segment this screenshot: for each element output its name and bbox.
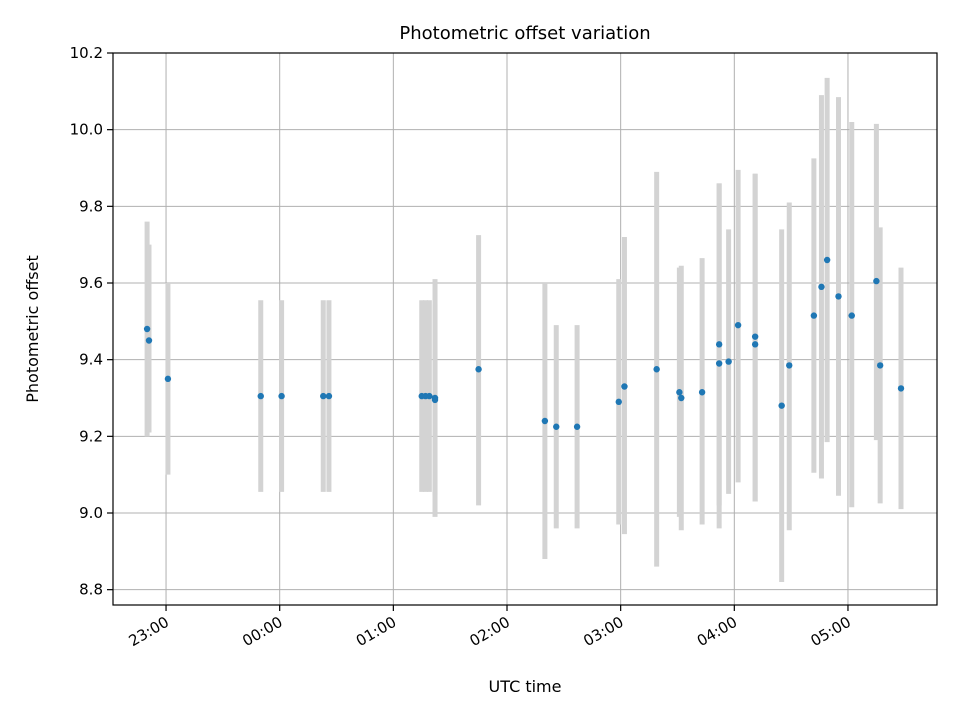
data-point (426, 392, 433, 400)
data-point (810, 312, 818, 319)
data-point (835, 293, 842, 300)
y-tick-label: 9.8 (79, 197, 103, 215)
x-axis-label: UTC time (489, 677, 562, 696)
data-point (615, 398, 622, 406)
data-point (778, 402, 785, 409)
data-point (786, 362, 793, 369)
y-tick-label: 9.0 (79, 504, 103, 522)
data-point (715, 360, 723, 367)
data-point (320, 392, 327, 400)
data-point (143, 325, 151, 333)
y-tick-label: 9.6 (79, 274, 103, 292)
data-point (678, 394, 685, 402)
data-point (621, 383, 628, 390)
data-point (475, 366, 482, 373)
data-point (278, 392, 285, 400)
y-axis-label: Photometric offset (23, 255, 42, 403)
data-points (143, 256, 905, 430)
plot-frame (112, 52, 938, 606)
y-axis-ticks: 8.8 9.0 9.2 9.4 9.6 9.8 10.0 10.2 (70, 44, 113, 599)
data-point (257, 392, 264, 400)
data-point (897, 385, 905, 392)
data-point (676, 389, 683, 396)
data-point (876, 362, 884, 369)
data-point (725, 358, 732, 365)
data-point (818, 283, 825, 291)
y-tick-label: 10.2 (70, 44, 103, 62)
data-point (751, 341, 759, 348)
data-point (573, 423, 581, 430)
chart-title: Photometric offset variation (399, 23, 650, 44)
data-point (653, 366, 660, 373)
data-point (751, 333, 759, 340)
data-point (541, 417, 549, 425)
y-tick-label: 9.2 (79, 427, 103, 445)
data-point (734, 321, 742, 329)
data-point (873, 277, 880, 285)
data-point (553, 423, 560, 430)
data-point (715, 341, 723, 348)
data-point (164, 375, 172, 383)
y-tick-label: 10.0 (70, 121, 103, 139)
data-point (431, 394, 439, 402)
data-point (823, 256, 831, 264)
data-point (848, 312, 855, 319)
y-tick-label: 8.8 (79, 581, 103, 599)
y-tick-label: 9.4 (79, 351, 103, 369)
data-point (325, 392, 333, 400)
data-point (145, 337, 153, 344)
data-point (698, 389, 706, 396)
